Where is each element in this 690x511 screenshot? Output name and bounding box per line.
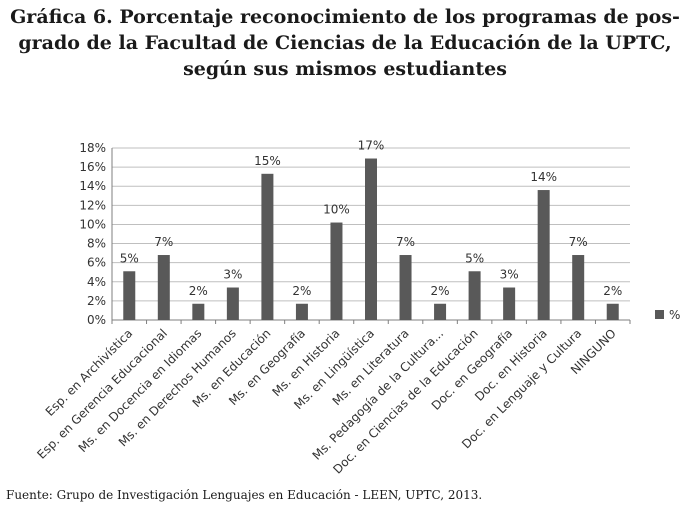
data-label: 10% <box>323 203 350 217</box>
data-label: 2% <box>189 284 208 298</box>
bar <box>434 303 447 320</box>
chart-title: Gráfica 6. Porcentaje reconocimiento de … <box>0 4 690 82</box>
source-note: Fuente: Grupo de Investigación Lenguajes… <box>6 488 483 502</box>
bar <box>468 271 481 320</box>
bar <box>295 303 308 320</box>
y-tick-label: 4% <box>87 275 106 289</box>
x-tick-label: Esp. en Gerencia Educacional <box>34 326 170 462</box>
data-label: 3% <box>500 268 519 282</box>
data-label: 2% <box>292 284 311 298</box>
y-tick-label: 18% <box>79 141 106 155</box>
data-label: 3% <box>223 268 242 282</box>
y-tick-label: 10% <box>79 217 106 231</box>
data-label: 5% <box>465 251 484 265</box>
bar <box>157 255 170 320</box>
bar <box>123 271 136 320</box>
data-label: 5% <box>120 251 139 265</box>
bar <box>261 173 274 320</box>
data-label: 17% <box>358 139 385 153</box>
y-tick-label: 2% <box>87 294 106 308</box>
bar <box>365 158 377 320</box>
y-tick-label: 8% <box>87 237 106 251</box>
bar <box>606 303 619 320</box>
bar <box>572 255 585 320</box>
data-label: 2% <box>603 284 622 298</box>
chart-title-line-2: grado de la Facultad de Ciencias de la E… <box>18 32 672 54</box>
y-tick-label: 6% <box>87 256 106 270</box>
data-label: 7% <box>154 235 173 249</box>
y-tick-label: 16% <box>79 160 106 174</box>
data-label: 14% <box>530 170 557 184</box>
bar <box>537 190 550 320</box>
legend-label: % <box>669 308 680 322</box>
y-tick-label: 14% <box>79 179 106 193</box>
bar <box>330 222 343 320</box>
bar <box>226 287 239 320</box>
chart-title-line-3: según sus mismos estudiantes <box>183 58 507 80</box>
chart-title-line-1: Gráfica 6. Porcentaje reconocimiento de … <box>10 6 680 28</box>
legend-swatch <box>655 310 664 319</box>
data-label: 7% <box>396 235 415 249</box>
bar <box>503 287 516 320</box>
y-tick-label: 0% <box>87 313 106 327</box>
data-label: 7% <box>569 235 588 249</box>
bar <box>192 303 205 320</box>
data-label: 2% <box>431 284 450 298</box>
data-label: 15% <box>254 154 281 168</box>
bar <box>399 255 412 320</box>
y-tick-label: 12% <box>79 198 106 212</box>
